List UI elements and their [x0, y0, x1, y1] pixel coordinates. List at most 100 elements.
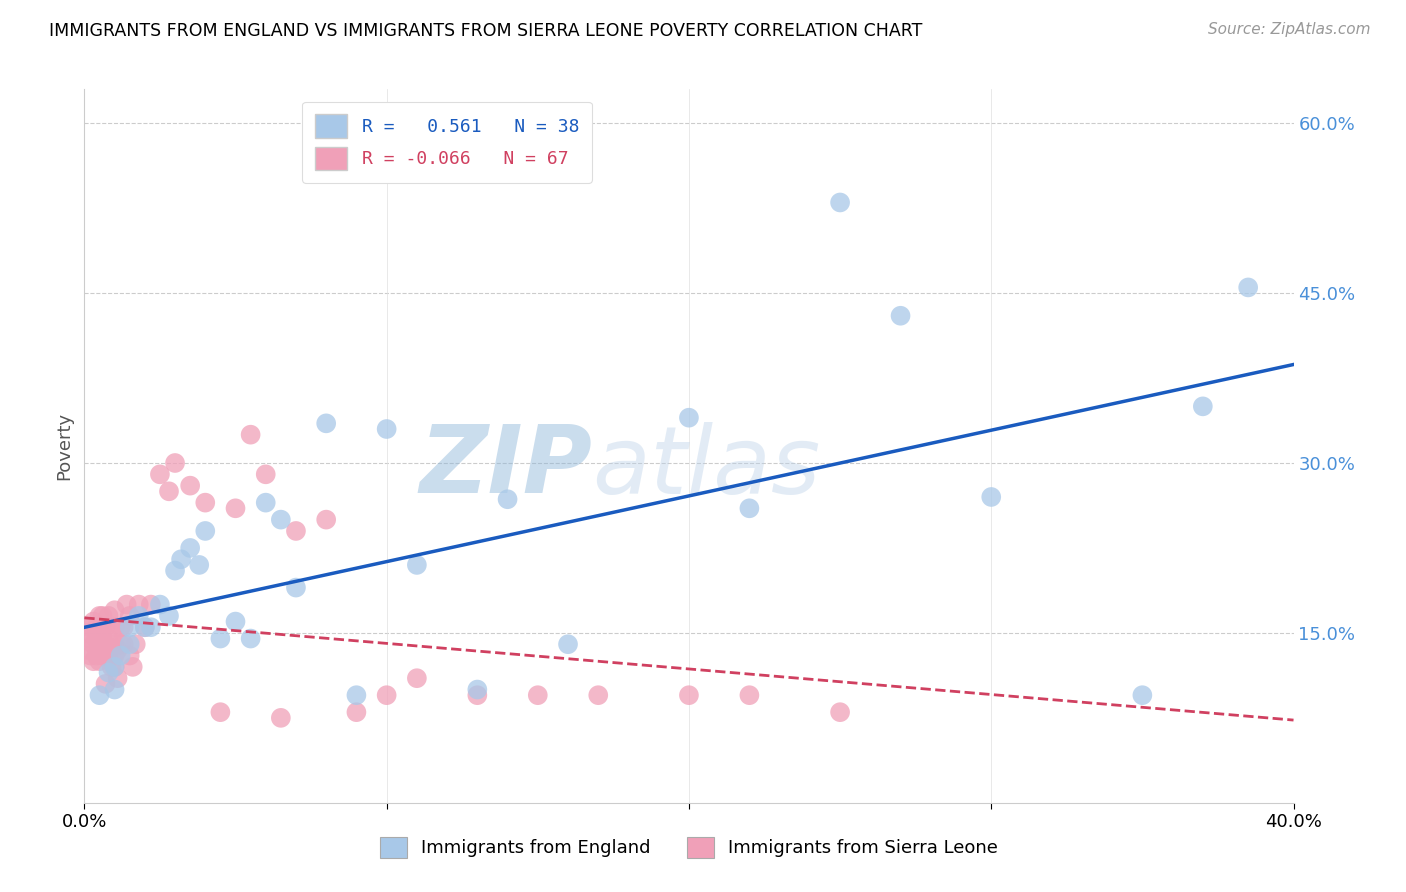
Text: ZIP: ZIP — [419, 421, 592, 514]
Point — [82, 615, 104, 629]
Point — [738, 501, 761, 516]
Point — [830, 195, 852, 210]
Point — [209, 632, 232, 646]
Point — [149, 467, 172, 482]
Point — [139, 620, 162, 634]
Point — [254, 467, 277, 482]
Point — [179, 541, 201, 555]
Point — [557, 637, 579, 651]
Point — [118, 620, 141, 634]
Point — [170, 552, 193, 566]
Point — [104, 660, 127, 674]
Point — [115, 598, 138, 612]
Point — [467, 688, 489, 702]
Point — [165, 456, 187, 470]
Point — [149, 598, 172, 612]
Point — [239, 427, 262, 442]
Point — [139, 598, 162, 612]
Point — [890, 309, 912, 323]
Point — [79, 632, 101, 646]
Point — [104, 682, 127, 697]
Point — [97, 648, 120, 663]
Point — [225, 501, 247, 516]
Point — [375, 688, 398, 702]
Point — [112, 637, 135, 651]
Point — [738, 688, 761, 702]
Point — [239, 632, 262, 646]
Point — [89, 688, 111, 702]
Point — [830, 705, 852, 719]
Point — [346, 705, 368, 719]
Point — [285, 524, 308, 538]
Point — [104, 648, 127, 663]
Point — [157, 484, 180, 499]
Point — [97, 665, 120, 680]
Point — [91, 648, 114, 663]
Point — [110, 637, 132, 651]
Point — [118, 648, 141, 663]
Point — [467, 682, 489, 697]
Point — [76, 643, 98, 657]
Text: Source: ZipAtlas.com: Source: ZipAtlas.com — [1208, 22, 1371, 37]
Text: IMMIGRANTS FROM ENGLAND VS IMMIGRANTS FROM SIERRA LEONE POVERTY CORRELATION CHAR: IMMIGRANTS FROM ENGLAND VS IMMIGRANTS FR… — [49, 22, 922, 40]
Point — [91, 632, 114, 646]
Point — [157, 608, 180, 623]
Point — [110, 648, 132, 663]
Point — [86, 648, 108, 663]
Y-axis label: Poverty: Poverty — [55, 412, 73, 480]
Point — [104, 660, 127, 674]
Point — [112, 620, 135, 634]
Point — [1192, 400, 1215, 414]
Point — [588, 688, 610, 702]
Point — [209, 705, 232, 719]
Point — [194, 524, 217, 538]
Point — [89, 608, 111, 623]
Point — [188, 558, 211, 572]
Point — [82, 654, 104, 668]
Point — [678, 410, 700, 425]
Point — [89, 654, 111, 668]
Point — [107, 643, 129, 657]
Point — [79, 620, 101, 634]
Point — [128, 598, 150, 612]
Point — [86, 620, 108, 634]
Point — [89, 637, 111, 651]
Point — [118, 637, 141, 651]
Point — [678, 688, 700, 702]
Point — [94, 637, 117, 651]
Point — [107, 671, 129, 685]
Point — [91, 608, 114, 623]
Point — [125, 637, 148, 651]
Point — [76, 626, 98, 640]
Point — [194, 495, 217, 509]
Point — [121, 660, 143, 674]
Point — [980, 490, 1002, 504]
Point — [82, 637, 104, 651]
Point — [134, 620, 156, 634]
Point — [94, 677, 117, 691]
Point — [104, 620, 127, 634]
Text: atlas: atlas — [592, 422, 821, 513]
Point — [179, 478, 201, 492]
Point — [118, 608, 141, 623]
Point — [315, 513, 337, 527]
Point — [104, 603, 127, 617]
Point — [527, 688, 550, 702]
Point — [375, 422, 398, 436]
Point — [225, 615, 247, 629]
Point — [97, 632, 120, 646]
Point — [94, 620, 117, 634]
Point — [79, 648, 101, 663]
Point — [165, 564, 187, 578]
Point — [254, 495, 277, 509]
Point — [496, 492, 519, 507]
Point — [346, 688, 368, 702]
Point — [104, 637, 127, 651]
Point — [100, 660, 122, 674]
Point — [285, 581, 308, 595]
Point — [406, 558, 429, 572]
Point — [100, 643, 122, 657]
Point — [97, 608, 120, 623]
Point — [270, 711, 292, 725]
Point — [1237, 280, 1260, 294]
